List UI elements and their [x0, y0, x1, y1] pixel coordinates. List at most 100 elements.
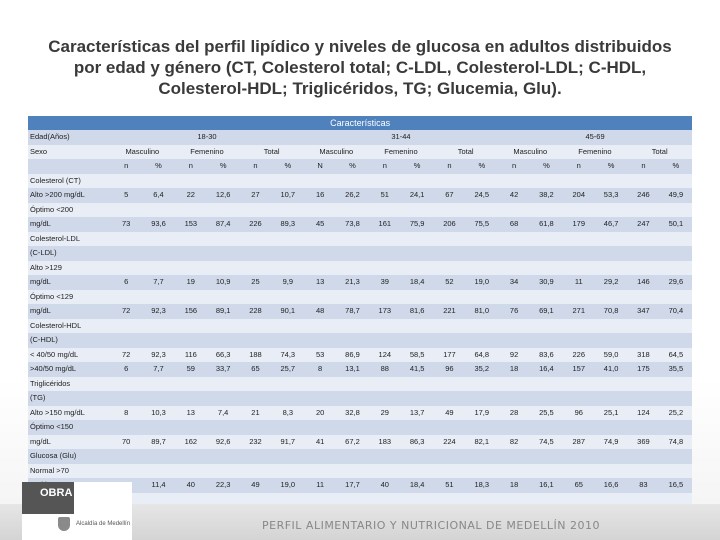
table-cell [497, 318, 531, 333]
table-cell [239, 376, 272, 391]
table-cell: 28 [497, 405, 531, 420]
table-cell: 13 [174, 405, 207, 420]
table-cell: 86,3 [400, 434, 434, 449]
table-cell [594, 246, 628, 261]
table-row: Óptimo <150 [28, 420, 693, 435]
table-cell: 73,8 [336, 217, 369, 232]
table-cell: 91,7 [271, 434, 304, 449]
table-cell [659, 463, 693, 478]
table-cell [400, 463, 434, 478]
table-cell [627, 231, 660, 246]
table-cell [271, 289, 304, 304]
table-cell [562, 463, 595, 478]
table-cell [497, 289, 531, 304]
table-cell [174, 391, 207, 406]
table-cell [433, 246, 466, 261]
table-cell: 53 [303, 347, 337, 362]
table-cell: Edad(Años) [28, 130, 110, 145]
table-cell [594, 260, 628, 275]
table-cell: Alto >150 mg/dL [28, 405, 110, 420]
table-cell: 246 [627, 188, 660, 203]
table-cell: Femenino [368, 144, 434, 159]
table-cell [239, 391, 272, 406]
table-cell [110, 449, 143, 464]
table-cell [110, 333, 143, 348]
table-cell: 226 [562, 347, 595, 362]
table-cell: 204 [562, 188, 595, 203]
table-cell: 76 [497, 304, 531, 319]
table-cell [400, 391, 434, 406]
table-cell: 50,1 [659, 217, 693, 232]
table-cell [110, 376, 143, 391]
table-cell: 16 [303, 188, 337, 203]
table-cell: 33,7 [206, 362, 240, 377]
table-cell [271, 231, 304, 246]
table-cell: Alto >129 [28, 260, 110, 275]
table-cell: 287 [562, 434, 595, 449]
table-cell [594, 376, 628, 391]
table-cell [530, 173, 563, 188]
table-cell [336, 231, 369, 246]
table-cell [110, 260, 143, 275]
table-cell [627, 391, 660, 406]
table-cell [142, 333, 175, 348]
table-cell [303, 391, 337, 406]
table-cell: 179 [562, 217, 595, 232]
table-cell [659, 231, 693, 246]
table-cell [465, 391, 498, 406]
table-cell: 92,6 [206, 434, 240, 449]
table-cell [400, 231, 434, 246]
table-cell [400, 246, 434, 261]
table-cell [368, 463, 401, 478]
table-cell: 9,9 [271, 275, 304, 290]
table-cell: 19,0 [465, 275, 498, 290]
table-cell: 74,8 [659, 434, 693, 449]
table-cell: 59,0 [594, 347, 628, 362]
table-cell: 24,1 [400, 188, 434, 203]
table-cell [497, 463, 531, 478]
table-cell [465, 260, 498, 275]
table-cell [530, 492, 563, 507]
table-cell [659, 492, 693, 507]
table-cell [530, 260, 563, 275]
table-cell [271, 173, 304, 188]
table-cell [142, 391, 175, 406]
table-cell [627, 333, 660, 348]
table-cell [562, 492, 595, 507]
table-cell [530, 318, 563, 333]
table-cell [659, 420, 693, 435]
table-cell: 25 [239, 275, 272, 290]
table-cell [594, 173, 628, 188]
table-cell: n [497, 159, 531, 174]
table-cell: 21 [239, 405, 272, 420]
table-cell [530, 231, 563, 246]
table-cell: 18-30 [110, 130, 304, 145]
table-cell: 124 [627, 405, 660, 420]
table-cell: Femenino [562, 144, 628, 159]
table-cell: 31-44 [303, 130, 498, 145]
table-cell: 53,3 [594, 188, 628, 203]
table-cell [239, 173, 272, 188]
table-cell: 16,5 [659, 478, 693, 493]
table-row: >40/50 mg/dL 6 7,7 59 33,7 65 25,7 8 13,1 88 41,5 9… [28, 362, 693, 377]
table-cell [303, 289, 337, 304]
table-cell: n [110, 159, 143, 174]
table-cell [206, 318, 240, 333]
table-cell: 51 [433, 478, 466, 493]
table-cell [627, 289, 660, 304]
table-cell: 89,7 [142, 434, 175, 449]
table-cell [433, 391, 466, 406]
table-cell: 49 [239, 478, 272, 493]
table-cell [271, 391, 304, 406]
table-cell [659, 289, 693, 304]
table-cell [562, 391, 595, 406]
table-cell: 35,2 [465, 362, 498, 377]
table-row: Óptimo <129 [28, 289, 693, 304]
table-cell [433, 449, 466, 464]
table-cell [659, 202, 693, 217]
table-cell: 24,5 [465, 188, 498, 203]
table-cell: 177 [433, 347, 466, 362]
table-cell [368, 333, 401, 348]
table-cell [303, 420, 337, 435]
table-cell: 90,1 [271, 304, 304, 319]
